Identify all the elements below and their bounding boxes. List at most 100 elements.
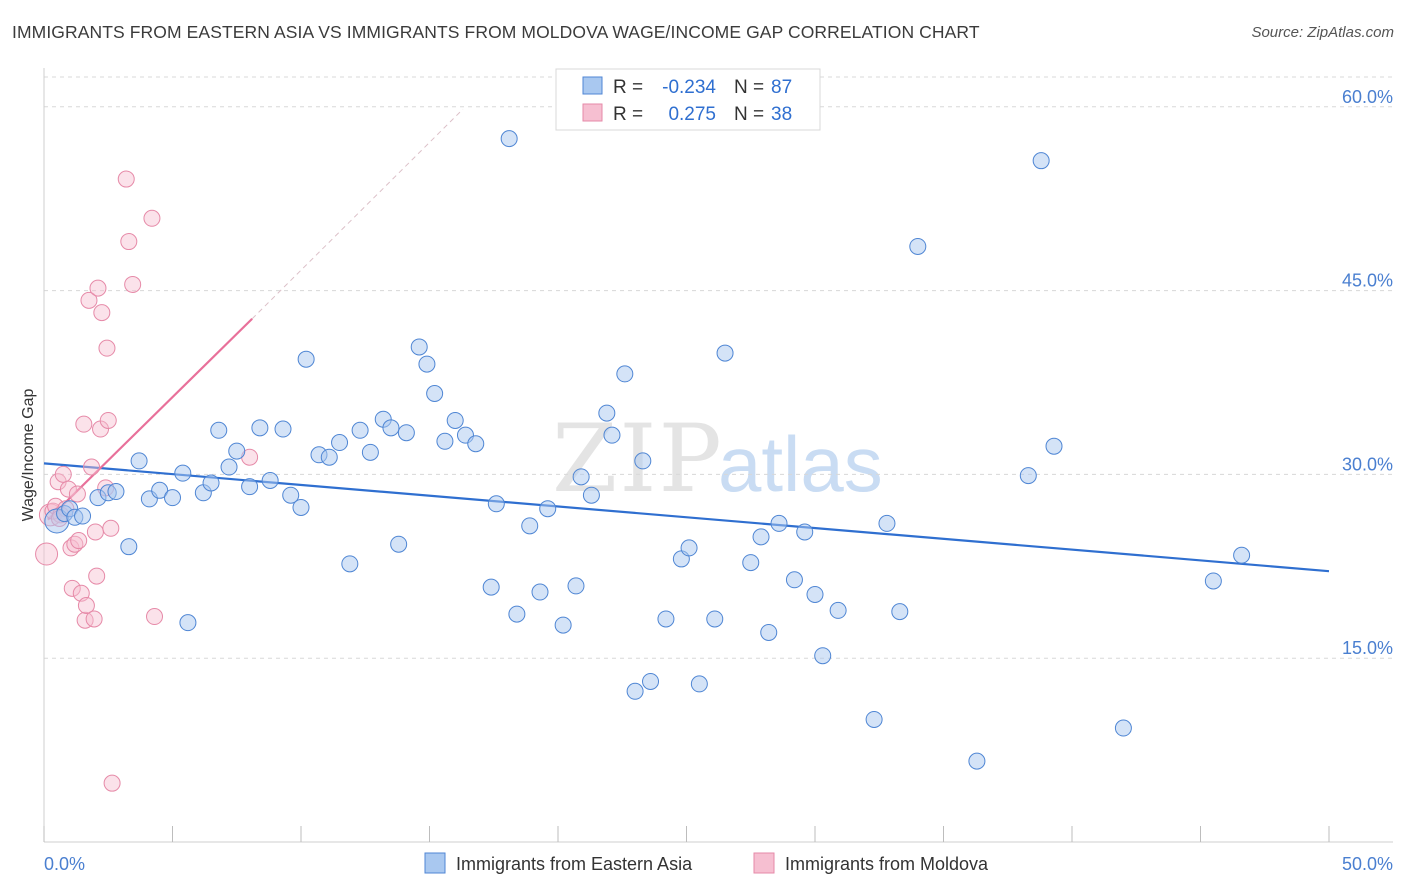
eastern-asia-point-75 — [829, 601, 847, 619]
eastern-asia-point-52 — [567, 577, 585, 595]
series-legend-moldova: Immigrants from Moldova — [785, 854, 989, 874]
y-tick-label-1: 30.0% — [1342, 454, 1393, 474]
legend-r-label-1: R = — [613, 77, 643, 98]
eastern-asia-point-73 — [806, 585, 824, 603]
y-axis-label: Wage/Income Gap — [20, 389, 37, 522]
eastern-asia-point-58 — [626, 682, 644, 700]
moldova-point-19 — [83, 458, 101, 476]
eastern-asia-point-46 — [500, 130, 518, 148]
eastern-asia-point-47 — [508, 605, 526, 623]
eastern-asia-point-37 — [410, 338, 428, 356]
eastern-asia-point-21 — [251, 419, 269, 437]
eastern-asia-point-41 — [446, 411, 464, 429]
eastern-asia-point-79 — [909, 237, 927, 255]
legend-r-value-2: 0.275 — [668, 104, 716, 125]
grid-lines — [44, 76, 1393, 659]
x-tick-label-1: 50.0% — [1342, 854, 1393, 874]
moldova-point-28 — [99, 411, 117, 429]
eastern-asia-point-86 — [1233, 546, 1251, 564]
eastern-asia-point-67 — [742, 554, 760, 572]
eastern-asia-point-78 — [891, 603, 909, 621]
moldova-point-18 — [80, 291, 98, 309]
eastern-asia-point-82 — [1032, 152, 1050, 170]
trend-lines — [43, 108, 1330, 573]
moldova-point-27 — [98, 339, 116, 357]
eastern-asia-point-40 — [436, 432, 454, 450]
eastern-asia-point-71 — [785, 571, 803, 589]
moldova-points — [35, 170, 259, 792]
trend-line-moldova-extension — [251, 108, 464, 320]
moldova-point-35 — [146, 608, 164, 626]
series-legend-eastern-asia: Immigrants from Eastern Asia — [456, 854, 693, 874]
eastern-asia-point-26 — [297, 350, 315, 368]
eastern-asia-point-24 — [282, 486, 300, 504]
eastern-asia-point-53 — [572, 468, 590, 486]
eastern-asia-point-36 — [397, 424, 415, 442]
eastern-asia-point-74 — [814, 647, 832, 665]
eastern-asia-point-65 — [706, 610, 724, 628]
moldova-point-33 — [124, 275, 142, 293]
legend-r-label-2: R = — [613, 104, 643, 125]
moldova-point-22 — [88, 567, 106, 585]
moldova-point-12 — [68, 485, 86, 503]
moldova-point-17 — [77, 596, 95, 614]
moldova-point-21 — [86, 523, 104, 541]
eastern-asia-point-17 — [210, 421, 228, 439]
eastern-asia-point-49 — [531, 583, 549, 601]
eastern-asia-point-45 — [487, 495, 505, 513]
eastern-asia-point-59 — [634, 452, 652, 470]
eastern-asia-point-18 — [220, 458, 238, 476]
moldova-point-0 — [35, 542, 59, 566]
moldova-point-13 — [70, 532, 88, 550]
x-tick-labels: 0.0% 50.0% — [44, 854, 1393, 874]
eastern-asia-point-35 — [390, 535, 408, 553]
eastern-asia-point-56 — [603, 426, 621, 444]
eastern-asia-point-64 — [690, 675, 708, 693]
trend-line-eastern-asia — [43, 462, 1330, 573]
legend-n-value-2: 38 — [771, 104, 792, 125]
eastern-asia-point-76 — [865, 710, 883, 728]
eastern-asia-point-85 — [1204, 572, 1222, 590]
y-tick-label-3: 60.0% — [1342, 87, 1393, 107]
moldova-point-25 — [93, 304, 111, 322]
series-legend-swatch-moldova — [753, 852, 775, 874]
eastern-asia-point-63 — [680, 539, 698, 557]
eastern-asia-point-7 — [107, 483, 125, 501]
eastern-asia-point-22 — [261, 472, 279, 490]
eastern-asia-point-38 — [418, 355, 436, 373]
eastern-asia-point-50 — [539, 500, 557, 518]
chart-source: Source: ZipAtlas.com — [1251, 24, 1394, 41]
axes — [43, 68, 1393, 843]
moldova-point-6 — [54, 465, 72, 483]
x-tick-label-0: 0.0% — [44, 854, 85, 874]
eastern-asia-point-84 — [1114, 719, 1132, 737]
eastern-asia-point-57 — [616, 365, 634, 383]
moldova-point-16 — [76, 611, 94, 629]
legend-n-label-2: N = — [734, 104, 764, 125]
moldova-point-10 — [63, 579, 81, 597]
eastern-asia-point-80 — [968, 752, 986, 770]
eastern-asia-point-44 — [482, 578, 500, 596]
eastern-asia-point-72 — [796, 523, 814, 541]
eastern-asia-point-23 — [274, 420, 292, 438]
y-tick-label-0: 15.0% — [1342, 638, 1393, 658]
y-tick-label-2: 45.0% — [1342, 271, 1393, 291]
eastern-asia-point-69 — [760, 623, 778, 641]
watermark-atlas: atlas — [718, 420, 883, 508]
eastern-asia-point-28 — [320, 448, 338, 466]
legend-swatch-blue — [582, 76, 603, 95]
eastern-asia-point-77 — [878, 514, 896, 532]
eastern-asia-point-29 — [331, 434, 349, 452]
eastern-asia-point-39 — [426, 385, 444, 403]
stats-legend: R = -0.234 N = 87 R = 0.275 N = 38 — [555, 68, 821, 131]
moldova-point-20 — [85, 610, 103, 628]
watermark: ZIP atlas — [552, 405, 883, 514]
legend-r-value-1: -0.234 — [662, 77, 716, 98]
moldova-point-8 — [59, 480, 77, 498]
moldova-point-29 — [102, 519, 120, 537]
eastern-asia-point-11 — [151, 481, 169, 499]
eastern-asia-points — [44, 130, 1251, 770]
eastern-asia-point-20 — [241, 478, 259, 496]
eastern-asia-point-4 — [74, 507, 92, 525]
eastern-asia-point-8 — [120, 538, 138, 556]
